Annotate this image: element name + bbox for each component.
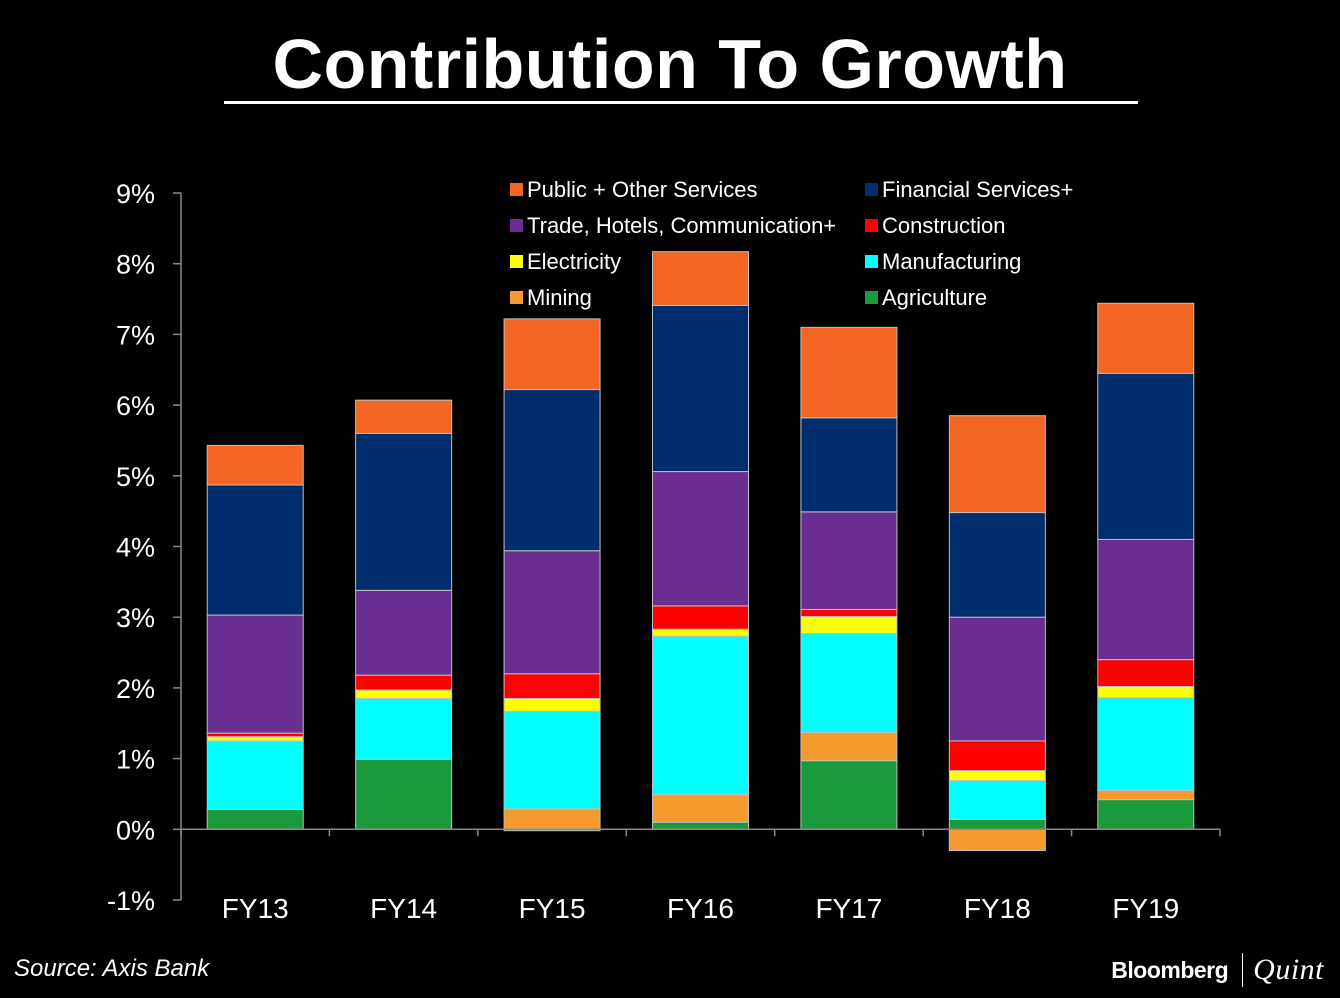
legend-label: Construction bbox=[882, 213, 1006, 238]
legend-swatch bbox=[865, 219, 878, 232]
x-tick-label-fy17: FY17 bbox=[815, 893, 882, 924]
y-tick-label: 0% bbox=[116, 815, 155, 845]
bar-segment-fy15-electricity bbox=[503, 698, 601, 712]
bar-segment-fy17-agriculture bbox=[800, 760, 898, 830]
legend-swatch bbox=[510, 219, 523, 232]
bar-segment-fy15-trade-hotels-communication bbox=[503, 550, 601, 675]
bar-segment-fy13-manufacturing bbox=[206, 740, 304, 811]
bar-segment-fy15-mining bbox=[503, 808, 601, 830]
brand-quint: Quint bbox=[1253, 953, 1324, 986]
x-tick-label-fy15: FY15 bbox=[519, 893, 586, 924]
legend-label: Public + Other Services bbox=[527, 177, 757, 202]
bar-segment-fy16-mining bbox=[652, 794, 749, 823]
bar-segment-fy17-manufacturing bbox=[800, 632, 898, 733]
bar-segment-fy13-public-other-services bbox=[206, 444, 304, 486]
legend-label: Financial Services+ bbox=[882, 177, 1073, 202]
y-tick-label: 2% bbox=[116, 674, 155, 704]
legend-label: Electricity bbox=[527, 249, 621, 274]
bar-segment-fy16-agriculture bbox=[652, 821, 749, 830]
y-tick-label: 1% bbox=[116, 745, 155, 775]
bar-segment-fy18-mining bbox=[948, 828, 1046, 852]
bar-segment-fy17-construction bbox=[800, 608, 898, 617]
bar-segment-fy14-manufacturing bbox=[355, 698, 453, 760]
legend-swatch bbox=[510, 291, 523, 304]
legend-label: Mining bbox=[527, 285, 592, 310]
source-note: Source: Axis Bank bbox=[14, 955, 210, 982]
bar-segment-fy19-mining bbox=[1097, 789, 1195, 801]
bar-segment-fy18-manufacturing bbox=[948, 780, 1046, 820]
legend-swatch bbox=[510, 255, 523, 268]
y-tick-label: 8% bbox=[116, 250, 155, 280]
bar-segment-fy19-electricity bbox=[1097, 685, 1195, 699]
bar-segment-fy18-construction bbox=[948, 740, 1046, 772]
bar-segment-fy13-construction bbox=[206, 732, 304, 738]
bar-segment-fy16-construction bbox=[652, 605, 749, 630]
legend-swatch bbox=[865, 183, 878, 196]
legend-swatch bbox=[865, 255, 878, 268]
title-underline bbox=[224, 101, 1138, 104]
y-tick-label: 3% bbox=[116, 603, 155, 633]
bar-segment-fy17-trade-hotels-communication bbox=[800, 511, 898, 610]
bar-segment-fy14-agriculture bbox=[355, 758, 453, 830]
x-tick-label-fy16: FY16 bbox=[667, 893, 734, 924]
bar-segment-fy16-public-other-services bbox=[652, 251, 749, 306]
bar-segment-fy16-financial-services bbox=[652, 304, 749, 473]
bar-segment-fy13-agriculture bbox=[206, 809, 304, 830]
bar-segment-fy15-construction bbox=[503, 673, 601, 700]
bar-segment-fy19-agriculture bbox=[1097, 799, 1195, 830]
bar-segment-fy16-manufacturing bbox=[652, 635, 749, 796]
bar-segment-fy16-electricity bbox=[652, 628, 749, 637]
bar-segment-fy13-electricity bbox=[206, 736, 304, 742]
y-tick-label: 4% bbox=[116, 533, 155, 563]
x-tick-label-fy19: FY19 bbox=[1112, 893, 1179, 924]
legend-label: Trade, Hotels, Communication+ bbox=[527, 213, 836, 238]
bar-segment-fy15-public-other-services bbox=[503, 318, 601, 391]
bar-segment-fy17-public-other-services bbox=[800, 326, 898, 419]
bar-segment-fy15-financial-services bbox=[503, 389, 601, 552]
bar-segment-fy17-financial-services bbox=[800, 417, 898, 513]
bar-segment-fy13-financial-services bbox=[206, 484, 304, 616]
bar-segment-fy18-financial-services bbox=[948, 512, 1046, 618]
brand-bloomberg: Bloomberg bbox=[1111, 956, 1229, 983]
y-tick-label: -1% bbox=[107, 886, 155, 916]
bar-segment-fy18-trade-hotels-communication bbox=[948, 616, 1046, 742]
y-tick-label: 6% bbox=[116, 391, 155, 421]
bar-segment-fy15-manufacturing bbox=[503, 710, 601, 810]
bar-segment-fy14-construction bbox=[355, 674, 453, 691]
bar-segment-fy18-agriculture bbox=[948, 818, 1046, 830]
bar-segment-fy18-electricity bbox=[948, 770, 1046, 782]
x-tick-label-fy13: FY13 bbox=[222, 893, 289, 924]
bar-segment-fy14-electricity bbox=[355, 689, 453, 700]
legend-swatch bbox=[510, 183, 523, 196]
bar-segment-fy17-electricity bbox=[800, 615, 898, 634]
chart-title: Contribution To Growth bbox=[272, 25, 1068, 103]
x-tick-label-fy14: FY14 bbox=[370, 893, 437, 924]
legend-swatch bbox=[865, 291, 878, 304]
bar-segment-fy14-trade-hotels-communication bbox=[355, 589, 453, 676]
bar-segment-fy17-mining bbox=[800, 731, 898, 762]
y-tick-label: 9% bbox=[116, 179, 155, 209]
bar-segment-fy19-financial-services bbox=[1097, 372, 1195, 540]
bar-segment-fy18-public-other-services bbox=[948, 415, 1046, 514]
bar-segment-fy19-manufacturing bbox=[1097, 697, 1195, 791]
y-tick-label: 5% bbox=[116, 462, 155, 492]
bar-segment-fy19-construction bbox=[1097, 659, 1195, 687]
bar-segment-fy13-trade-hotels-communication bbox=[206, 614, 304, 734]
y-tick-label: 7% bbox=[116, 320, 155, 350]
brand-divider bbox=[1242, 953, 1244, 987]
legend-label: Manufacturing bbox=[882, 249, 1021, 274]
bar-segment-fy14-financial-services bbox=[355, 432, 453, 591]
legend-label: Agriculture bbox=[882, 285, 987, 310]
bar-segment-fy19-public-other-services bbox=[1097, 302, 1195, 374]
brand-logo: Bloomberg Quint bbox=[1111, 953, 1324, 987]
bar-segment-fy19-trade-hotels-communication bbox=[1097, 538, 1195, 661]
x-tick-label-fy18: FY18 bbox=[964, 893, 1031, 924]
bar-segment-fy16-trade-hotels-communication bbox=[652, 471, 749, 607]
bar-segment-fy14-public-other-services bbox=[355, 399, 453, 434]
